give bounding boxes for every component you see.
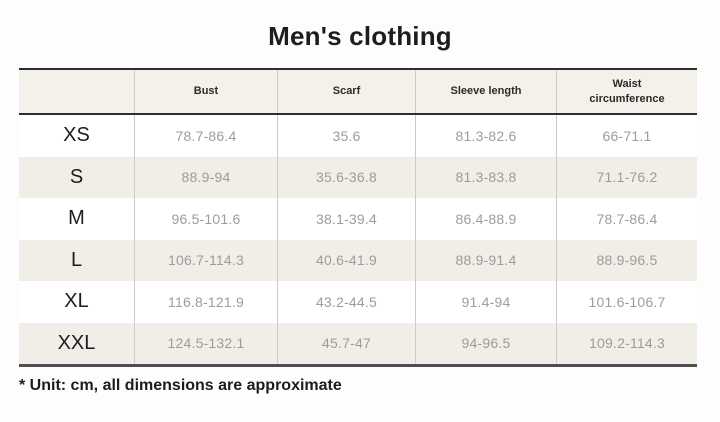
cell-scarf: 38.1-39.4 [277, 198, 415, 240]
cell-waist-circumference: 88.9-96.5 [556, 239, 697, 281]
table-row-xxl: XXL 124.5-132.1 45.7-47 94-96.5 109.2-11… [19, 322, 697, 364]
header-waist-circumference: Waist circumference [556, 70, 697, 113]
cell-sleeve-length: 86.4-88.9 [415, 198, 556, 240]
header-size [19, 70, 134, 113]
size-label: M [68, 207, 85, 230]
table-header-row: Bust Scarf Sleeve length Waist circumfer… [19, 70, 697, 115]
cell-sleeve-length: 81.3-83.8 [415, 156, 556, 198]
size-label: S [69, 165, 84, 188]
cell-bust: 78.7-86.4 [134, 115, 277, 157]
cell-scarf: 35.6-36.8 [277, 156, 415, 198]
cell-sleeve-length: 91.4-94 [415, 281, 556, 323]
cell-scarf: 35.6 [277, 115, 415, 157]
cell-bust: 88.9-94 [134, 156, 277, 198]
header-bust: Bust [134, 70, 277, 113]
size-label: XL [64, 290, 89, 313]
cell-scarf: 43.2-44.5 [277, 281, 415, 323]
cell-waist-circumference: 66-71.1 [556, 115, 697, 157]
cell-scarf: 40.6-41.9 [277, 239, 415, 281]
cell-scarf: 45.7-47 [277, 322, 415, 364]
table-row-l: L 106.7-114.3 40.6-41.9 88.9-91.4 88.9-9… [19, 239, 697, 281]
page-title: Men's clothing [268, 21, 452, 51]
cell-sleeve-length: 88.9-91.4 [415, 239, 556, 281]
cell-waist-circumference: 101.6-106.7 [556, 281, 697, 323]
header-sleeve-length: Sleeve length [415, 70, 556, 113]
cell-bust: 106.7-114.3 [134, 239, 277, 281]
cell-bust: 124.5-132.1 [134, 322, 277, 364]
size-label: XXL [57, 331, 96, 354]
cell-waist-circumference: 109.2-114.3 [556, 322, 697, 364]
cell-waist-circumference: 78.7-86.4 [556, 198, 697, 240]
cell-bust: 116.8-121.9 [134, 281, 277, 323]
cell-sleeve-length: 94-96.5 [415, 322, 556, 364]
table-row-xs: XS 78.7-86.4 35.6 81.3-82.6 66-71.1 [19, 115, 697, 157]
size-table: Bust Scarf Sleeve length Waist circumfer… [19, 68, 697, 367]
unit-footnote: * Unit: cm, all dimensions are approxima… [19, 377, 342, 394]
table-row-m: M 96.5-101.6 38.1-39.4 86.4-88.9 78.7-86… [19, 198, 697, 240]
header-scarf: Scarf [277, 70, 415, 113]
cell-sleeve-length: 81.3-82.6 [415, 115, 556, 157]
table-row-xl: XL 116.8-121.9 43.2-44.5 91.4-94 101.6-1… [19, 281, 697, 323]
size-label: L [70, 248, 83, 271]
cell-waist-circumference: 71.1-76.2 [556, 156, 697, 198]
cell-bust: 96.5-101.6 [134, 198, 277, 240]
size-label: XS [63, 124, 90, 147]
header-waist-circumference-label: Waist circumference [589, 77, 665, 105]
table-row-s: S 88.9-94 35.6-36.8 81.3-83.8 71.1-76.2 [19, 156, 697, 198]
